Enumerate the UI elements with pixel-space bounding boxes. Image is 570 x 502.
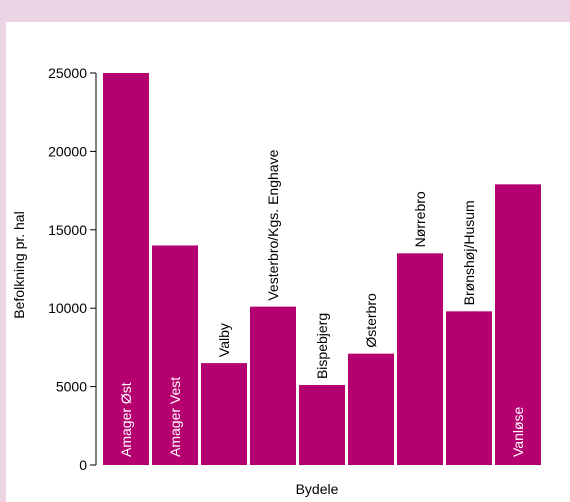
bar-label-4: Bispebjerg bbox=[314, 313, 330, 379]
y-tick-label-1: 5000 bbox=[56, 379, 87, 395]
x-axis-label: Bydele bbox=[296, 481, 339, 497]
bar-label-2: Valby bbox=[216, 323, 232, 357]
bar-5 bbox=[348, 353, 394, 465]
bar-4 bbox=[299, 385, 345, 465]
bar-6 bbox=[397, 253, 443, 465]
bar-1 bbox=[152, 245, 198, 465]
bar-label-5: Østerbro bbox=[363, 293, 379, 348]
bar-label-1: Amager Vest bbox=[167, 377, 183, 457]
y-tick-label-0: 0 bbox=[79, 457, 87, 473]
bar-8 bbox=[495, 184, 541, 465]
bars bbox=[103, 73, 541, 465]
y-tick-label-2: 10000 bbox=[48, 300, 87, 316]
bar-7 bbox=[446, 311, 492, 465]
bar-label-3: Vesterbro/Kgs. Enghave bbox=[265, 149, 281, 300]
bar-label-8: Vanløse bbox=[510, 406, 526, 457]
bar-label-6: Nørrebro bbox=[412, 191, 428, 247]
bar-label-7: Brønshøj/Husum bbox=[461, 200, 477, 305]
y-tick-label-5: 25000 bbox=[48, 65, 87, 81]
y-axis-label: Befolkning pr. hal bbox=[11, 211, 27, 318]
y-tick-label-4: 20000 bbox=[48, 143, 87, 159]
bar-3 bbox=[250, 306, 296, 465]
y-axis: 0 5000 10000 15000 20000 25000 bbox=[48, 65, 97, 473]
bar-labels: Amager Øst Amager Vest Valby Vesterbro/Kgs.… bbox=[118, 149, 526, 457]
y-tick-label-3: 15000 bbox=[48, 222, 87, 238]
chart-frame: 0 5000 10000 15000 20000 25000 Amager Øst Amag… bbox=[6, 22, 570, 502]
bar-label-0: Amager Øst bbox=[118, 382, 134, 457]
bar-0 bbox=[103, 73, 149, 465]
bar-2 bbox=[201, 363, 247, 465]
